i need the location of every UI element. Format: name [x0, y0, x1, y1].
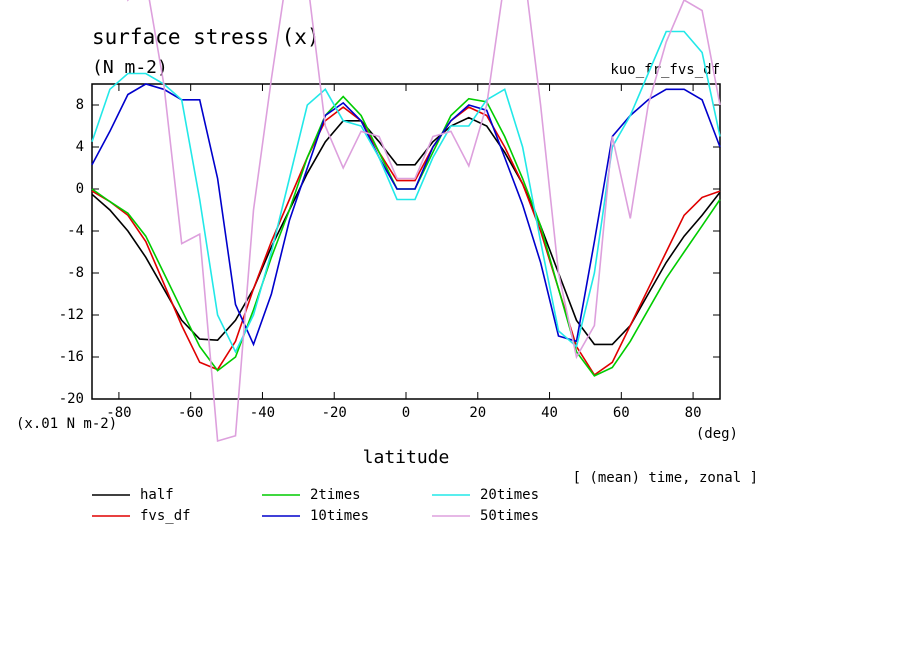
x-tick-label: -20 [322, 405, 347, 421]
x-tick-label: 20 [469, 405, 486, 421]
x-tick-label: 80 [685, 405, 702, 421]
chart-title: surface stress (x) [92, 25, 320, 49]
series-line [127, 0, 721, 443]
y-tick-label: -16 [59, 349, 84, 365]
y-tick-label: 8 [76, 97, 84, 113]
series-line [91, 83, 721, 347]
y-tick-label: -20 [59, 391, 84, 407]
legend-label: fvs_df [140, 508, 191, 524]
legend-label: 50times [480, 508, 539, 524]
legend-label: 10times [310, 508, 369, 524]
x-tick-label: -80 [106, 405, 131, 421]
y-tick-label: 4 [76, 139, 84, 155]
legend-label: 2times [310, 487, 361, 503]
series-line [91, 106, 721, 377]
y-tick-label: -8 [67, 265, 84, 281]
x-tick-label: -40 [250, 405, 275, 421]
y-tick-label: 0 [76, 181, 84, 197]
chart-subtitle: (N m-2) [92, 57, 168, 78]
series-line [91, 116, 721, 346]
note: [ (mean) time, zonal ] [573, 470, 758, 486]
legend-label: 20times [480, 487, 539, 503]
x-tick-label: 40 [541, 405, 558, 421]
series-line [91, 30, 721, 354]
x-axis-unit: (deg) [696, 426, 738, 442]
y-tick-label: -4 [67, 223, 84, 239]
annotation: kuo_fr_fvs_df [610, 62, 720, 78]
y-tick-label: -12 [59, 307, 84, 323]
x-tick-label: 0 [402, 405, 410, 421]
x-axis-label: latitude [363, 447, 450, 468]
x-tick-label: 60 [613, 405, 630, 421]
legend-label: half [140, 487, 174, 503]
y-axis-label: (x.01 N m-2) [16, 416, 117, 432]
x-tick-label: -60 [178, 405, 203, 421]
